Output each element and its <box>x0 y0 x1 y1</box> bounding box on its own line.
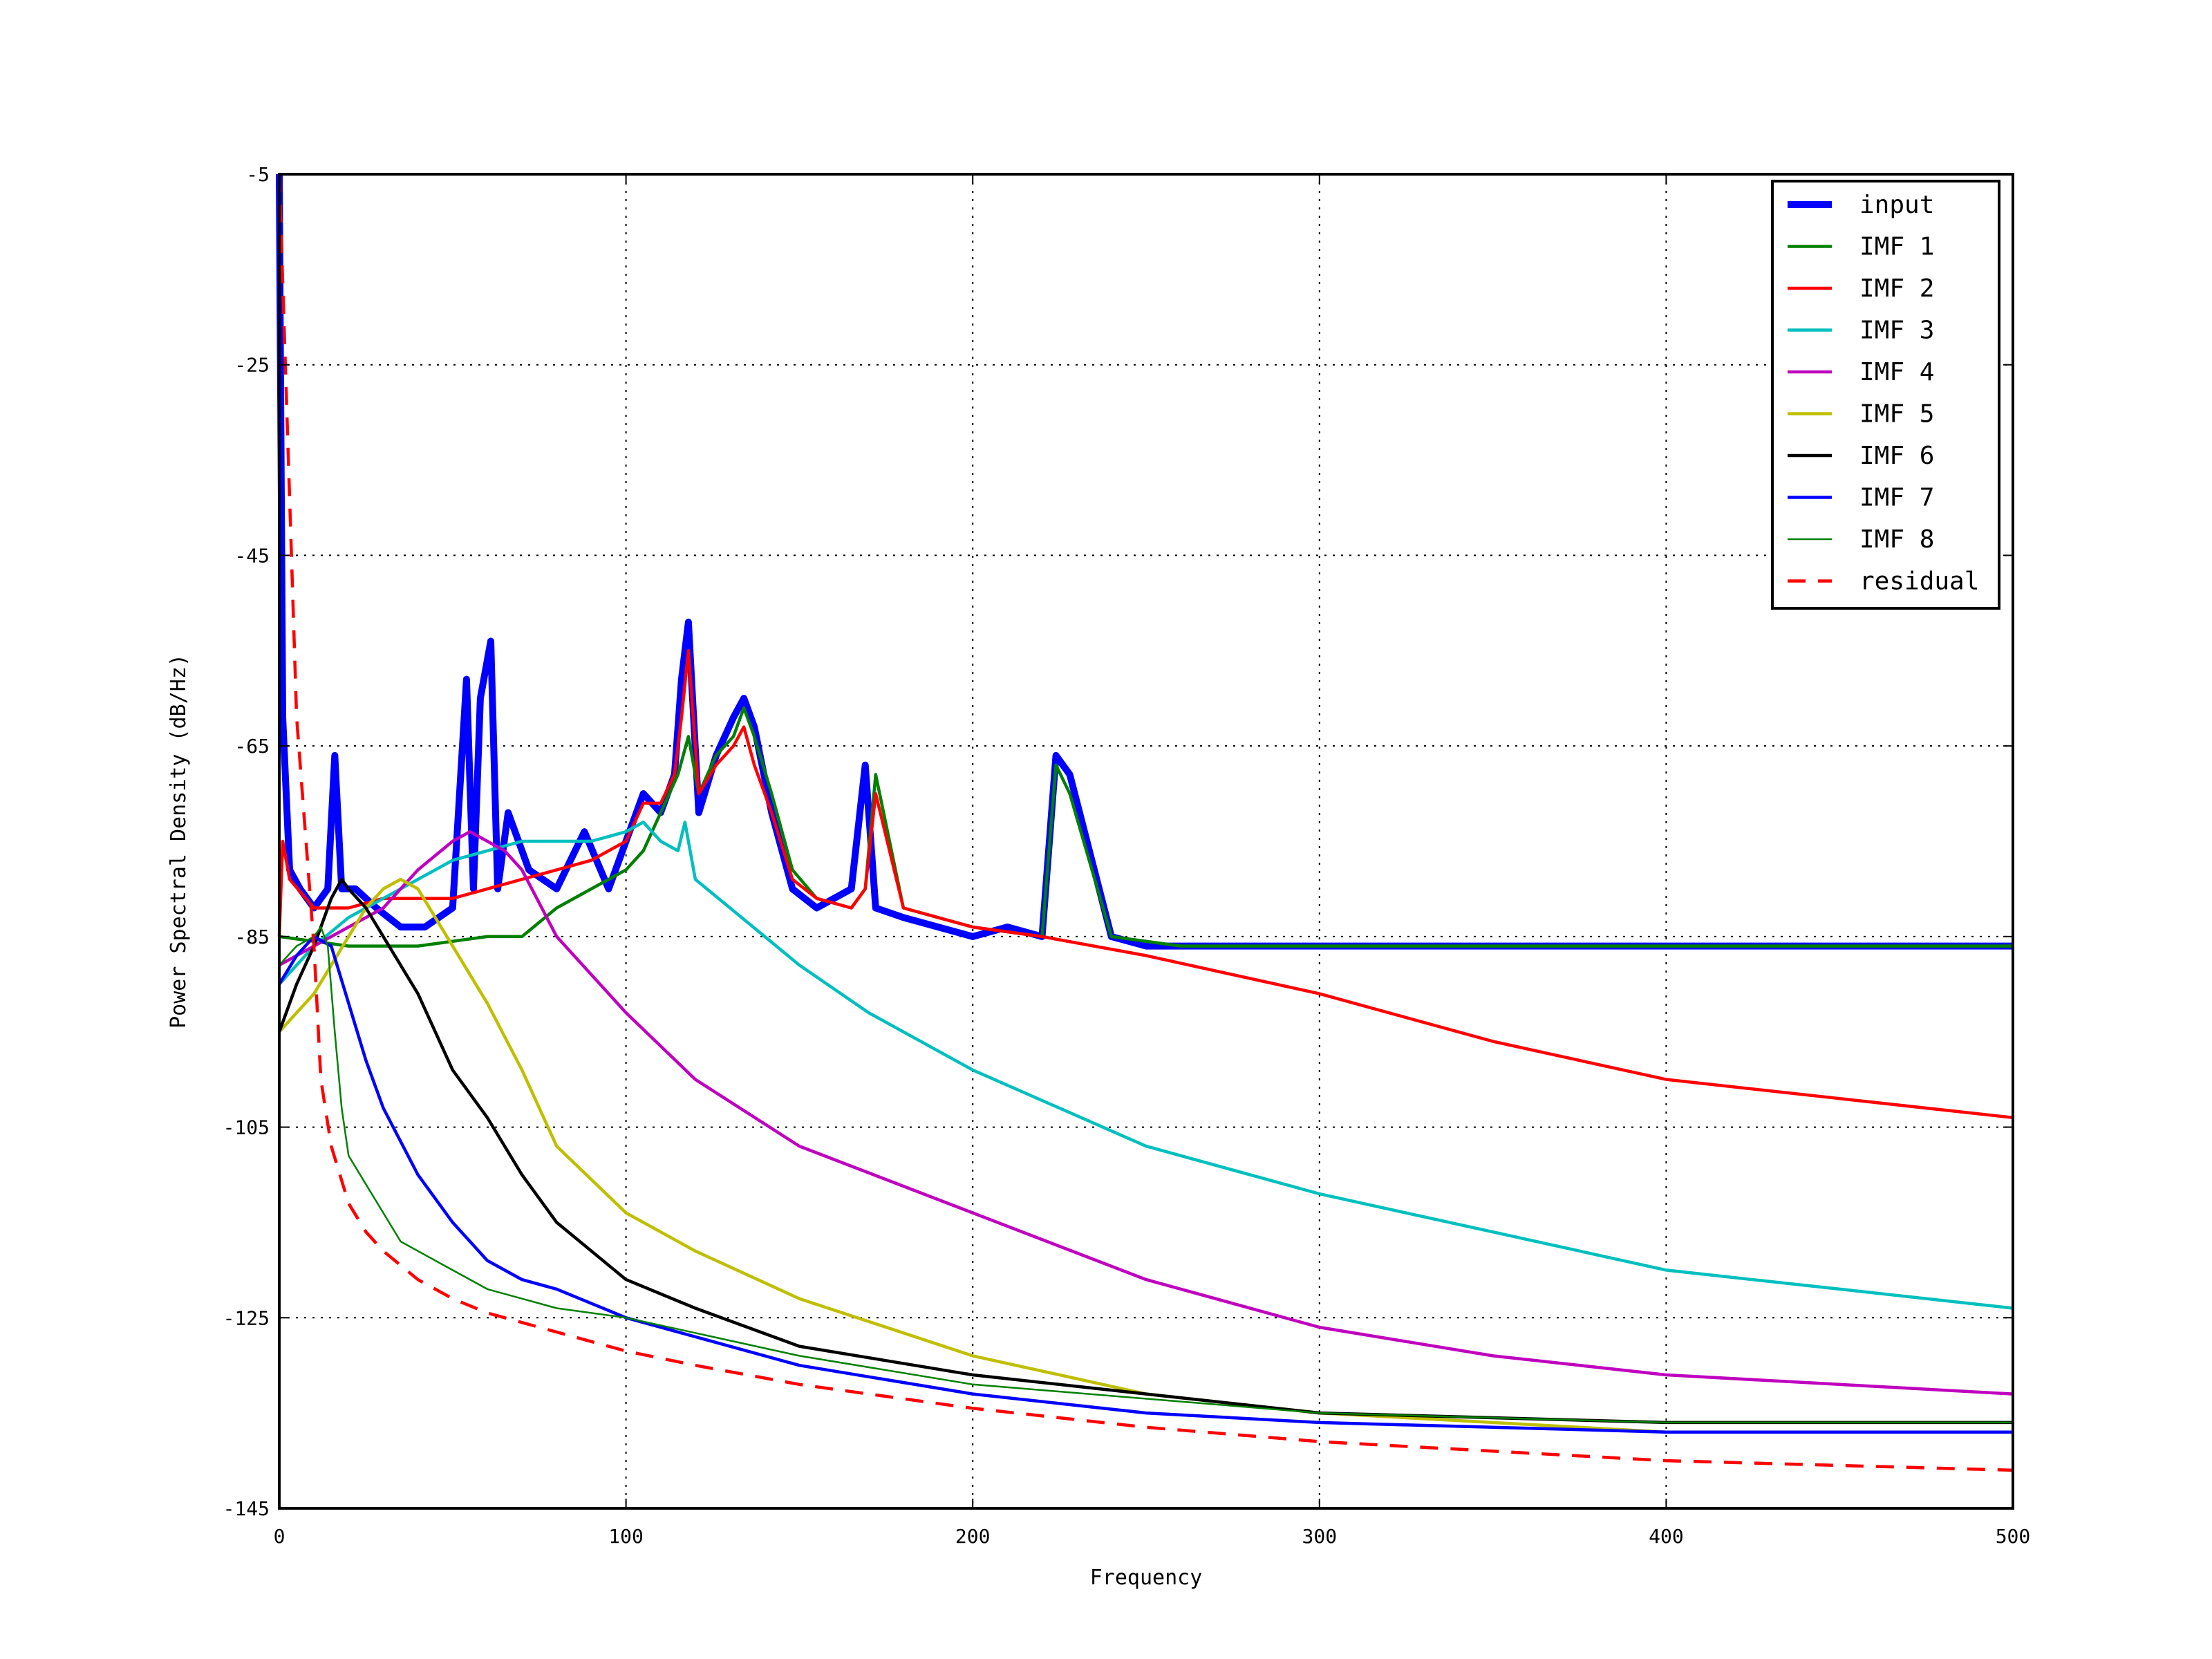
x-tick-label: 300 <box>1302 1525 1338 1548</box>
legend-label: IMF 4 <box>1859 358 1934 386</box>
legend-label: IMF 6 <box>1859 442 1934 470</box>
x-tick-label: 200 <box>955 1525 991 1548</box>
series-lines <box>276 174 2014 1472</box>
y-tick-label: -105 <box>223 1116 270 1139</box>
y-tick-label: -125 <box>223 1306 270 1329</box>
legend-label: IMF 7 <box>1859 484 1934 512</box>
x-tick-label: 0 <box>274 1525 285 1548</box>
series-line-imf-5 <box>278 877 2013 1434</box>
y-tick-label: -25 <box>234 354 270 377</box>
series-line-imf-8 <box>279 926 2013 1424</box>
x-tick-label: 100 <box>608 1525 644 1548</box>
series-line-imf-4 <box>278 830 2014 1396</box>
legend-label: IMF 1 <box>1859 233 1934 261</box>
series-line-imf-7 <box>278 935 2013 1434</box>
legend-label: IMF 5 <box>1859 400 1934 429</box>
legend-label: input <box>1859 191 1934 219</box>
plot-frame <box>278 173 2014 1510</box>
x-tick-label: 400 <box>1649 1525 1684 1548</box>
legend-label: IMF 3 <box>1859 317 1934 345</box>
x-tick-label: 500 <box>1996 1525 2031 1548</box>
legend-label: IMF 2 <box>1859 274 1934 303</box>
y-tick-label: -85 <box>234 926 270 948</box>
series-line-imf-3 <box>278 821 2014 1310</box>
legend-label: residual <box>1859 568 1979 596</box>
series-line-imf-2 <box>277 649 2014 1120</box>
grid <box>279 174 2013 1508</box>
y-tick-label: -5 <box>246 163 270 186</box>
x-axis-label: Frequency <box>1090 1566 1203 1590</box>
y-tick-label: -65 <box>234 735 270 758</box>
y-axis-label: Power Spectral Density (dB/Hz) <box>167 654 191 1029</box>
y-tick-label: -45 <box>234 544 270 567</box>
legend-label: IMF 8 <box>1859 525 1934 554</box>
series-line-imf-6 <box>277 877 2013 1425</box>
legend: input IMF 1 IMF 2 IMF 3 IMF 4 IMF 5 IMF 6 IMF 7… <box>1771 180 2000 610</box>
axis-ticks: 0 100 200 300 400 500 -5 -25 -45 -65 -85 -105 -125 -1… <box>223 163 2031 1548</box>
series-line-residual <box>277 174 2014 1472</box>
legend-box <box>1771 180 2000 610</box>
y-tick-label: -145 <box>223 1497 270 1520</box>
